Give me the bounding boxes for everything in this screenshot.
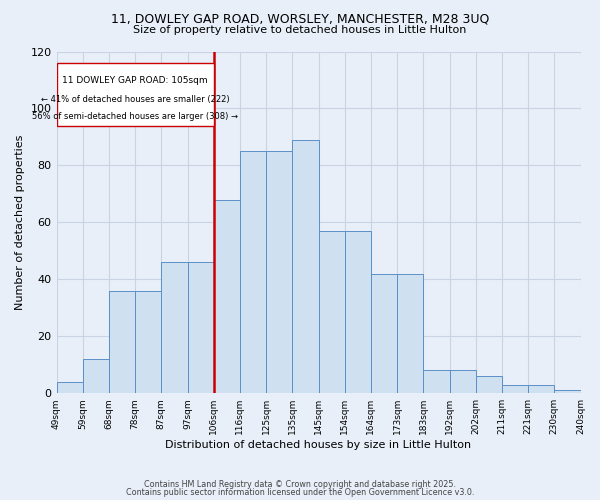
Bar bbox=[214, 200, 240, 393]
Text: 11, DOWLEY GAP ROAD, WORSLEY, MANCHESTER, M28 3UQ: 11, DOWLEY GAP ROAD, WORSLEY, MANCHESTER… bbox=[111, 12, 489, 26]
Bar bbox=[56, 382, 83, 393]
Text: 11 DOWLEY GAP ROAD: 105sqm: 11 DOWLEY GAP ROAD: 105sqm bbox=[62, 76, 208, 85]
Bar bbox=[319, 231, 345, 393]
FancyBboxPatch shape bbox=[56, 63, 214, 126]
Bar bbox=[83, 359, 109, 393]
Bar bbox=[135, 290, 161, 393]
Text: ← 41% of detached houses are smaller (222): ← 41% of detached houses are smaller (22… bbox=[41, 94, 229, 104]
Bar bbox=[528, 384, 554, 393]
Text: Contains HM Land Registry data © Crown copyright and database right 2025.: Contains HM Land Registry data © Crown c… bbox=[144, 480, 456, 489]
Bar bbox=[266, 151, 292, 393]
Bar bbox=[109, 290, 135, 393]
Bar bbox=[449, 370, 476, 393]
Bar bbox=[476, 376, 502, 393]
X-axis label: Distribution of detached houses by size in Little Hulton: Distribution of detached houses by size … bbox=[166, 440, 472, 450]
Bar bbox=[502, 384, 528, 393]
Bar bbox=[240, 151, 266, 393]
Bar bbox=[161, 262, 188, 393]
Bar bbox=[292, 140, 319, 393]
Bar bbox=[397, 274, 424, 393]
Bar bbox=[424, 370, 449, 393]
Text: Size of property relative to detached houses in Little Hulton: Size of property relative to detached ho… bbox=[133, 25, 467, 35]
Text: 56% of semi-detached houses are larger (308) →: 56% of semi-detached houses are larger (… bbox=[32, 112, 238, 120]
Bar bbox=[371, 274, 397, 393]
Bar bbox=[345, 231, 371, 393]
Bar bbox=[554, 390, 581, 393]
Bar bbox=[188, 262, 214, 393]
Y-axis label: Number of detached properties: Number of detached properties bbox=[15, 134, 25, 310]
Text: Contains public sector information licensed under the Open Government Licence v3: Contains public sector information licen… bbox=[126, 488, 474, 497]
